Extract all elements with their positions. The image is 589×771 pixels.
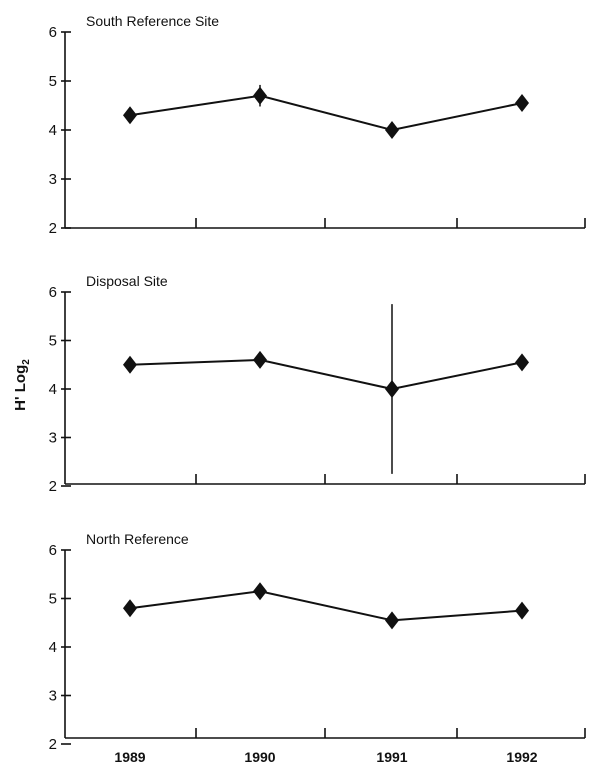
x-tick-label: 1990 [244,749,275,765]
y-tick-label: 2 [49,478,57,495]
y-tick-label: 6 [49,284,57,301]
data-point [253,86,267,105]
x-tick-label: 1992 [506,749,537,765]
data-point [123,355,137,374]
panel-1: 2 3 4 5 6 South Reference Site [49,13,586,237]
y-tick-label: 6 [49,542,57,559]
y-tick-label: 3 [49,688,57,705]
y-axis-title: H' Log2 [12,359,32,411]
data-point [253,582,267,601]
y-tick-label: 6 [49,24,57,41]
data-point [515,94,529,113]
panel-title: South Reference Site [86,13,219,29]
data-point [385,611,399,630]
panel-2: 2 3 4 5 6 Disposal Site [49,273,586,495]
data-point [123,106,137,125]
series-line [129,94,523,132]
y-tick-label: 5 [49,73,57,90]
y-tick-label: 3 [49,430,57,447]
data-point [385,380,399,398]
series-line [129,590,523,622]
y-tick-label: 4 [49,639,57,656]
series-line [129,358,523,391]
y-tick-label: 4 [49,122,57,139]
y-tick-label: 5 [49,591,57,608]
y-tick-label: 2 [49,220,57,237]
x-tick-label: 1989 [114,749,145,765]
data-point [123,599,137,618]
data-point [385,121,399,139]
panel-3: 2 3 4 5 6 North Reference [49,531,586,753]
y-axis-title-subscript: 2 [21,359,32,365]
y-tick-label: 4 [49,381,57,398]
data-point [253,350,267,369]
data-point [515,353,529,372]
y-tick-label: 2 [49,736,57,753]
y-tick-label: 3 [49,171,57,188]
panel-title: North Reference [86,531,189,547]
y-axis-title-text: H' Log [12,365,29,411]
x-tick-label: 1991 [376,749,407,765]
panel-title: Disposal Site [86,273,168,289]
y-tick-label: 5 [49,333,57,350]
data-point [515,601,529,620]
